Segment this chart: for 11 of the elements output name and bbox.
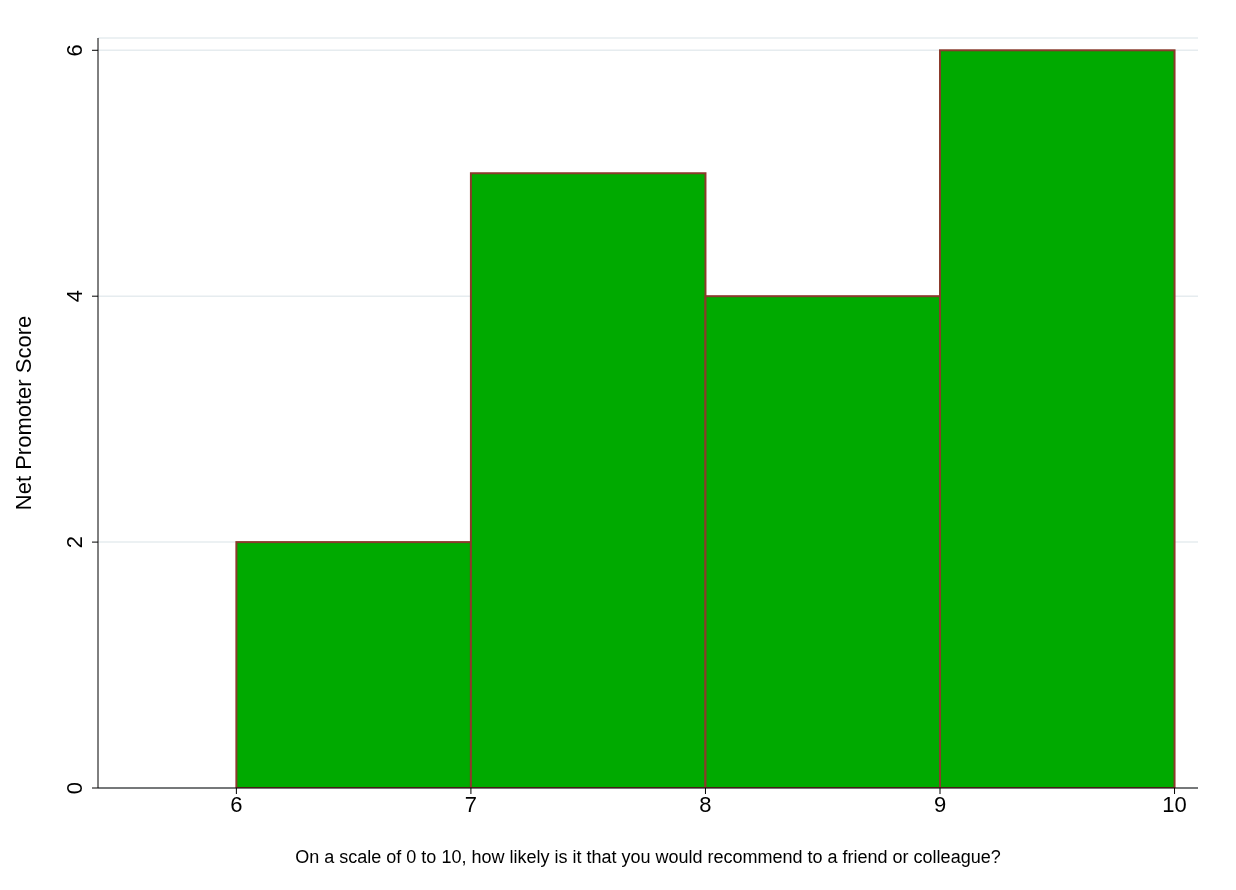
x-axis-title: On a scale of 0 to 10, how likely is it that you would recommend to a friend or colleague? (295, 847, 1001, 867)
y-tick-label: 2 (62, 535, 87, 549)
x-tick-label: 9 (933, 791, 947, 817)
x-tick-label: 8 (699, 791, 712, 817)
y-tick-label: 4 (62, 290, 87, 303)
y-tick-label: 0 (62, 781, 87, 795)
x-tick-label: 7 (464, 791, 478, 817)
x-tick-label: 10 (1162, 791, 1187, 817)
y-axis-title: Net Promoter Score (10, 315, 36, 511)
y-tick-label: 6 (62, 44, 87, 57)
x-tick-label: 6 (230, 791, 243, 817)
